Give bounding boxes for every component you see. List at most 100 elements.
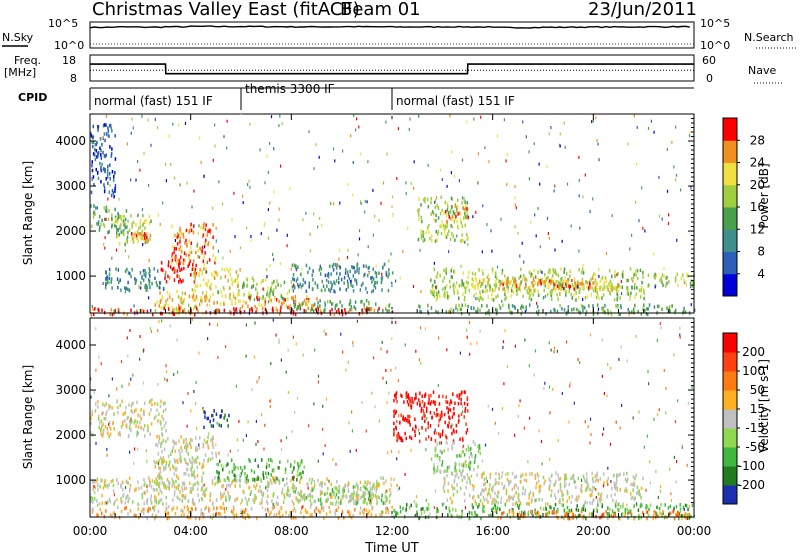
power-region-6-cell [192,230,195,235]
power-region-9-cell [248,292,250,296]
velocity-region-4-cell [293,502,295,506]
power-region-16-cell [635,273,637,277]
velocity-region-1-cell [163,447,166,452]
power-region-16-cell [460,283,462,288]
velocity-region-4-cell [116,478,118,482]
power-region-13-cell [92,307,94,311]
velocity-region-10-cell [624,489,626,493]
power-region-8-cell [237,281,239,285]
velocity-region-10-cell [463,492,466,496]
power-region-19-cell [473,306,475,311]
velocity-region-5-cell [290,464,292,468]
power-region-17-cell [479,280,481,284]
velocity-region-8-cell [418,398,420,402]
power-region-6-cell [171,252,174,256]
velocity-region-10-cell [469,479,471,483]
velocity-region-5-cell [234,465,237,470]
velocity-region-10-cell [467,476,469,480]
power-region-16-cell [474,284,477,288]
power-region-7-cell [160,298,162,303]
power-region-17-cell [581,286,584,290]
power-scatter-cell [90,312,93,316]
velocity-scatter-cell [595,488,597,491]
power-region-13-cell [288,306,291,311]
power-region-16-cell [619,296,621,300]
velocity-region-4-cell [143,483,145,487]
power-region-6-cell [202,225,204,230]
power-region-3-cell [110,151,113,156]
velocity-region-7-cell [153,517,156,521]
velocity-scatter-cell [610,479,612,483]
velocity-region-4-cell [275,501,277,505]
power-region-4-cell [127,280,129,285]
power-region-19-cell [578,310,580,314]
velocity-region-6-cell [317,498,320,502]
velocity-region-4-cell [377,484,379,488]
velocity-region-4-cell [109,500,112,504]
velocity-scatter-cell [134,447,136,451]
power-region-18-cell [510,279,512,284]
velocity-region-10-cell [496,492,499,496]
power-region-19-cell [592,304,594,308]
velocity-region-8-cell [448,421,450,425]
velocity-region-11-cell [519,516,521,520]
power-region-10-cell [256,297,259,302]
power-region-9-cell [262,279,264,283]
velocity-scatter-cell [523,426,525,430]
velocity-scatter-cell [607,466,609,470]
power-region-8-cell [212,274,215,278]
velocity-region-4-cell [102,486,105,490]
power-region-17-cell [471,277,474,281]
power-region-16-cell [484,289,486,294]
velocity-region-0-cell [99,421,101,425]
velocity-region-10-cell [586,476,588,481]
velocity-region-4-cell [378,483,380,487]
velocity-scatter-cell [351,429,353,433]
velocity-region-8-cell [403,418,405,422]
velocity-region-7-cell [155,514,157,518]
power-region-16-cell [507,276,509,281]
velocity-region-1-cell [212,445,215,450]
power-region-16-cell [439,273,441,278]
power-region-13-cell [179,309,181,313]
velocity-region-12-cell [673,516,676,521]
velocity-scatter-cell [95,441,97,445]
power-region-8-cell [193,274,195,278]
velocity-region-8-cell [442,394,444,399]
velocity-region-10-cell [473,495,475,499]
power-region-6-cell [185,228,188,233]
velocity-region-8-cell [452,392,454,396]
power-region-3-cell [111,147,113,151]
power-region-15-cell [458,211,461,215]
power-region-5-cell [176,274,178,278]
velocity-region-10-cell [515,483,517,488]
velocity-region-12-cell [501,512,504,516]
power-region-15-cell [446,221,449,225]
velocity-region-11-cell [435,510,438,514]
power-region-11-cell [353,266,355,270]
power-region-19-cell [450,307,452,312]
velocity-region-4-cell [158,484,160,489]
velocity-region-1-cell [173,440,176,445]
velocity-region-11-cell [394,511,397,515]
velocity-region-0-cell [97,400,99,404]
power-region-12-cell [339,300,341,304]
beam-label: Beam 01 [340,0,421,20]
velocity-region-4-cell [355,482,358,486]
velocity-region-10-cell [558,477,560,481]
velocity-region-10-cell [616,478,618,483]
power-region-3-cell [96,140,98,145]
power-region-11-cell [291,285,294,289]
power-region-6-cell [189,250,191,254]
velocity-region-8-cell [451,431,453,436]
power-scatter-cell [279,293,282,297]
power-scatter-cell [506,153,508,156]
power-scatter-cell [592,197,594,201]
velocity-region-8-cell [430,400,433,404]
power-region-19-cell [455,303,457,308]
power-region-8-cell [209,285,211,289]
velocity-region-11-cell [423,509,426,514]
power-region-0-cell [114,207,116,212]
power-region-4-cell [111,286,113,290]
velocity-region-10-cell [562,498,564,502]
